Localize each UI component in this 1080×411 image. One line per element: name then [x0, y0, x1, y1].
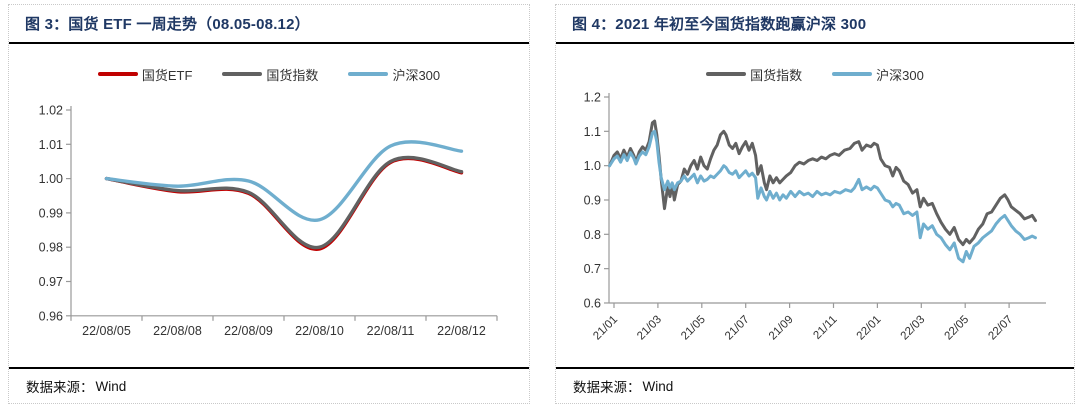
legend-item-国货ETF: 国货ETF	[97, 65, 193, 84]
x-tick-label: 22/08/09	[224, 324, 273, 338]
legend-label: 国货指数	[750, 67, 803, 83]
x-tick-label: 22/08/05	[82, 324, 131, 338]
x-tick-label: 22/08/10	[295, 324, 344, 338]
y-tick-label: 0.99	[39, 206, 63, 220]
x-tick-label: 21/05	[679, 314, 708, 343]
y-tick-label: 0.8	[584, 228, 601, 242]
legend-label: 国货ETF	[141, 67, 193, 83]
y-tick-label: 0.6	[584, 296, 601, 310]
y-tick-label: 1.01	[39, 138, 63, 152]
series-line-沪深300	[608, 129, 1037, 264]
figure4-source: 数据来源： Wind	[556, 367, 1074, 403]
y-tick-label: 1.0	[584, 159, 601, 173]
x-tick-label: 22/07	[986, 314, 1015, 343]
legend-label: 沪深300	[392, 67, 441, 83]
x-tick-label: 22/08/08	[153, 324, 202, 338]
figure4-legend: 国货指数 沪深300	[556, 65, 1074, 84]
y-tick-label: 1.1	[584, 125, 601, 139]
figure3-chart-area: 国货ETF 国货指数 沪深300 1.02 1.01 1.00 0.99 0.98 0.97 0…	[9, 44, 529, 367]
legend-item-沪深300: 沪深300	[832, 65, 924, 84]
x-tick-label: 22/01	[855, 314, 884, 343]
figure3-line-chart: 1.02 1.01 1.00 0.99 0.98 0.97 0.96 22/08/05 22/0…	[39, 104, 498, 338]
legend-item-国货指数: 国货指数	[222, 65, 318, 84]
figure4-title: 图 4：2021 年初至今国货指数跑赢沪深 300	[556, 5, 1074, 44]
y-tick-label: 0.9	[584, 193, 601, 207]
legend-label: 国货指数	[266, 67, 319, 83]
source-name: Wind	[95, 378, 127, 394]
y-tick-label: 0.97	[39, 275, 63, 289]
legend-swatch	[97, 72, 138, 76]
figure4-panel: 图 4：2021 年初至今国货指数跑赢沪深 300 国货指数 沪深300 1.2 1…	[555, 4, 1075, 404]
x-tick-label: 22/08/11	[367, 324, 415, 338]
figure3-source: 数据来源： Wind	[9, 367, 529, 403]
x-tick-label: 21/03	[635, 314, 664, 343]
y-tick-label: 0.96	[39, 309, 63, 323]
x-tick-label: 22/05	[942, 314, 971, 343]
x-tick-label: 21/01	[591, 314, 620, 343]
legend-swatch	[222, 72, 263, 76]
source-name: Wind	[642, 378, 674, 394]
figure3-panel: 图 3：国货 ETF 一周走势（08.05-08.12） 国货ETF 国货指数 沪深…	[8, 4, 530, 404]
y-tick-label: 1.2	[584, 91, 601, 105]
figure4-line-chart: 1.2 1.1 1.0 0.9 0.8 0.7 0.6 21/01 21/03 21/05 21/0…	[584, 91, 1046, 343]
figure3-legend: 国货ETF 国货指数 沪深300	[9, 65, 529, 84]
legend-item-国货指数: 国货指数	[706, 65, 802, 84]
series-line-沪深300	[104, 140, 464, 222]
y-tick-label: 0.7	[584, 262, 601, 276]
legend-swatch	[706, 72, 747, 76]
figure4-chart-area: 国货指数 沪深300 1.2 1.1 1.0 0.9 0.8 0.7 0.6 21/01 21/0…	[556, 44, 1074, 367]
y-tick-label: 1.02	[39, 104, 63, 118]
legend-label: 沪深300	[876, 67, 924, 83]
x-tick-label: 22/03	[899, 314, 928, 343]
legend-item-沪深300: 沪深300	[348, 65, 440, 84]
source-label: 数据来源：	[26, 380, 94, 395]
y-tick-label: 1.00	[39, 172, 63, 186]
figure3-title: 图 3：国货 ETF 一周走势（08.05-08.12）	[9, 5, 529, 44]
y-tick-label: 0.98	[39, 241, 63, 255]
x-tick-label: 22/08/12	[437, 324, 486, 338]
x-tick-label: 21/07	[723, 314, 752, 343]
series-line-国货指数	[104, 155, 464, 249]
source-label: 数据来源：	[573, 380, 641, 395]
legend-swatch	[832, 72, 873, 76]
legend-swatch	[348, 72, 389, 76]
x-tick-label: 21/11	[811, 314, 839, 342]
x-tick-label: 21/09	[767, 314, 796, 343]
series-line-国货指数	[608, 119, 1037, 247]
